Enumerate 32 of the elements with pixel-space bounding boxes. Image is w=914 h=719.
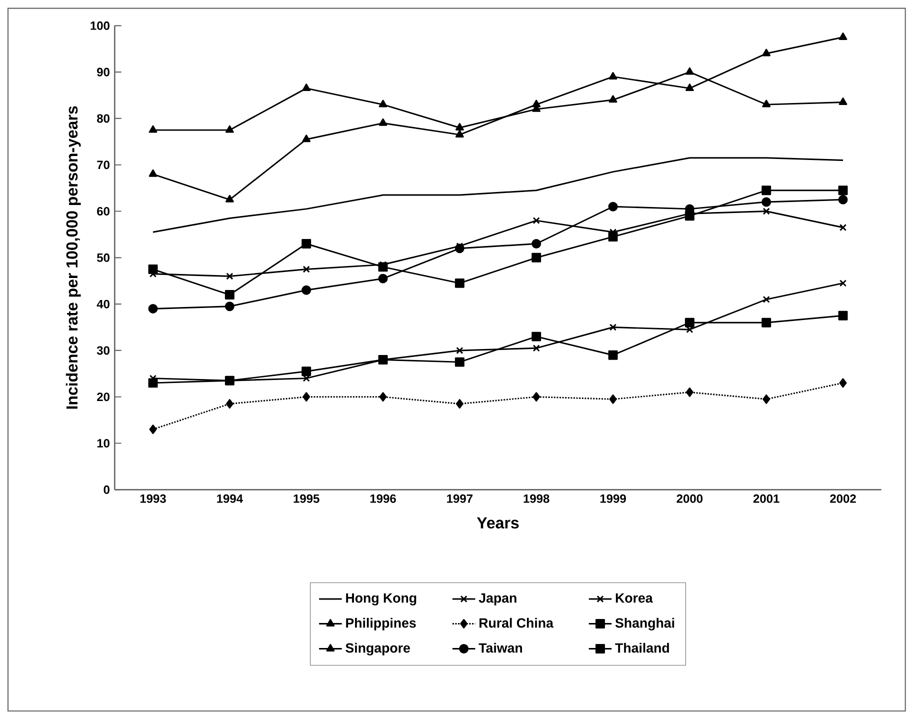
- y-tick-label: 0: [104, 485, 110, 494]
- legend-label: Hong Kong: [346, 593, 416, 606]
- legend-label: Singapore: [346, 642, 410, 656]
- legend-label: Rural China: [480, 618, 554, 628]
- x-tick-label: 1999: [600, 494, 626, 503]
- y-tick-label: 80: [96, 114, 110, 123]
- x-tick-label: 2001: [753, 494, 780, 503]
- y-tick-label: 100: [90, 21, 110, 30]
- y-tick-label: 90: [97, 68, 110, 76]
- x-tick-label: 1993: [140, 494, 166, 503]
- y-axis-title: Incidence rate per 100,000 person-years: [66, 106, 81, 409]
- legend-label: Taiwan: [478, 642, 522, 653]
- y-tick-label: 30: [96, 346, 110, 355]
- legend-label: Korea: [616, 593, 653, 603]
- y-tick-label: 60: [97, 207, 110, 216]
- y-tick-label: 20: [97, 392, 110, 402]
- legend-label: Philippines: [346, 618, 416, 630]
- x-tick-label: 1997: [447, 494, 472, 503]
- x-tick-label: 2000: [676, 494, 703, 503]
- y-tick-label: 70: [97, 160, 110, 170]
- x-axis-title: Years: [476, 517, 519, 529]
- y-tick-label: 10: [97, 439, 110, 448]
- legend-label: Shanghai: [615, 618, 674, 630]
- x-tick-label: 1996: [370, 494, 396, 503]
- y-tick-label: 40: [96, 300, 110, 308]
- legend-label: Thailand: [615, 642, 669, 653]
- x-tick-label: 1998: [524, 494, 550, 503]
- x-tick-label: 2002: [830, 494, 856, 503]
- x-tick-label: 1994: [217, 494, 243, 503]
- y-tick-label: 50: [96, 253, 110, 262]
- legend-label: Japan: [478, 593, 516, 606]
- x-tick-label: 1995: [294, 494, 320, 503]
